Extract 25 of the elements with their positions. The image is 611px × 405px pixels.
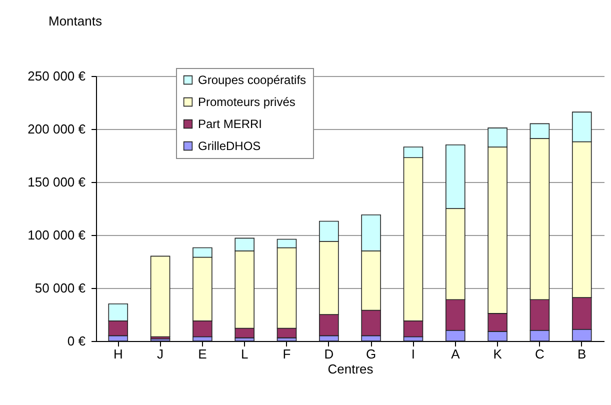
x-tick-label: F bbox=[282, 346, 291, 362]
y-tick-label: 250 000 € bbox=[28, 68, 86, 84]
x-tick-label: A bbox=[451, 346, 460, 362]
x-tick-label: C bbox=[535, 346, 544, 362]
x-tick-label: J bbox=[157, 346, 164, 362]
x-axis-title: Centres bbox=[328, 362, 374, 376]
bar bbox=[150, 256, 170, 338]
legend-label: Part MERRI bbox=[198, 117, 262, 131]
legend-label: Promoteurs privés bbox=[198, 95, 296, 109]
legend-label: GrilleDHOS bbox=[198, 139, 261, 153]
legend-label: Groupes coopératifs bbox=[198, 73, 306, 87]
x-tick-label: K bbox=[493, 346, 502, 362]
x-tick-label: E bbox=[198, 346, 208, 362]
x-tick-label: L bbox=[240, 346, 248, 362]
y-tick-label: 150 000 € bbox=[28, 174, 86, 190]
y-axis-title: Montants bbox=[48, 14, 102, 28]
y-tick-label: 100 000 € bbox=[28, 228, 86, 242]
x-tick-label: I bbox=[411, 346, 416, 362]
y-tick-label: 200 000 € bbox=[28, 122, 86, 136]
x-tick-label: H bbox=[113, 346, 123, 362]
x-tick-label: B bbox=[578, 346, 586, 362]
y-tick-label: 50 000 € bbox=[34, 280, 86, 296]
x-tick-label: D bbox=[324, 346, 334, 362]
y-tick-label: 0 € bbox=[67, 334, 86, 348]
x-tick-label: G bbox=[366, 346, 376, 362]
